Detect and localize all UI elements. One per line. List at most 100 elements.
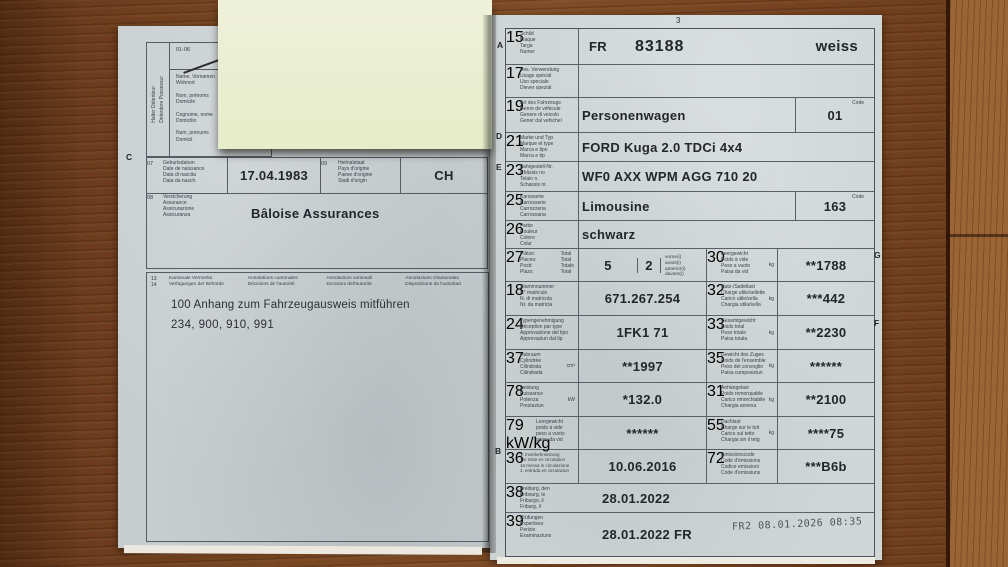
margin-letter-g: G (874, 250, 881, 260)
power-trailer-row: 78 Leistung Puissance Potenza Prestaziun k… (506, 383, 874, 417)
field-no-13-14: 13 14 (151, 276, 157, 288)
firstreg-value: 10.06.2016 (579, 450, 707, 483)
emission-value: ***B6b (805, 459, 847, 474)
colour-row: 26 Farbe Couleur Colore Colur schwarz (506, 221, 874, 249)
field-no-79: 79 kW/kg (506, 417, 551, 452)
field-no-39: 39 (506, 513, 524, 530)
field-no-21: 21 (506, 133, 524, 150)
powerweight-labels: Leergewicht poids à vide peso a vuoto pa… (536, 419, 565, 443)
body-labels: Karosserie Carrosserie Carrozzeria Carro… (520, 194, 546, 218)
insurance-row: 08 Versicherung Assurance Assicurazione … (146, 192, 488, 269)
field-no-15: 15 (506, 29, 524, 46)
displacement-trainweight-row: 37 Hubraum Cylindrée Cilindrata Cilindrad… (506, 350, 874, 383)
kg-unit: kg (768, 363, 774, 370)
plate-labels: Schild Plaque Targa Numer (520, 31, 536, 55)
vehicle-type-row: 19 Art des Fahrzeugs Genre de véhicule Ge… (506, 98, 874, 133)
issue-labels: Freiburg, den Fribourg, le Friburgo, il … (520, 486, 550, 510)
approval-totalweight-row: 24 Typengenehmigung Réception par type Ap… (506, 316, 874, 350)
displacement-labels: Hubraum Cylindrée Cilindrata Cilindrada (520, 352, 543, 376)
kg-unit: kg (768, 295, 774, 302)
approval-value: 1FK1 71 (579, 316, 707, 349)
trainweight-value: ****** (809, 358, 843, 374)
roofload-labels: Dachlast Charge sur le toit Carico sul t… (721, 419, 760, 443)
chassis-labels: Fahrgestell-Nr. Châssis no Telaio n. Sch… (520, 164, 553, 188)
field-no-36: 36 (506, 450, 524, 467)
field-no-09: 09 (321, 161, 328, 167)
remarks-line-1: 100 Anhang zum Fahrzeugausweis mitführen (171, 299, 410, 311)
kg-unit: kg (768, 262, 774, 269)
field-no-31: 31 (707, 383, 725, 400)
seats-total-labels: Total Total Totale Total (560, 251, 574, 275)
holder-vertical-strip: Halter Détenteur Detentore Possessur (147, 43, 170, 156)
seats-front-value: 2 (638, 257, 661, 273)
matricule-labels: Stammnummer N° matricule N. di matricola… (520, 284, 555, 308)
special-use-labels: Bes. Verwendung Usage spécial Uso specia… (520, 67, 560, 91)
chassis-value: WF0 AXX WPM AGG 710 20 (582, 169, 758, 184)
sticky-note (218, 0, 492, 149)
special-use-value (579, 65, 874, 97)
center-fold-shadow (482, 15, 496, 553)
seats-front-labels: vorne(i) avant(i) anterior(i) davant(i) (665, 255, 686, 278)
seats-weight-row: 27 Plätze: Places: Posti: Plazs: Total T… (506, 249, 874, 282)
inspections-labels: Prüfungen Expertises Perizie Examinaziun… (520, 515, 552, 539)
vehicle-type-code-cell: Code 01 (795, 98, 874, 132)
remarks-header-it: Annotazioni cantonali Decisioni dell'aut… (326, 276, 373, 287)
totalweight-labels: Gesamtgewicht Poids total Peso totale Pa… (721, 318, 756, 342)
birthdate-value: 17.04.1983 (228, 158, 321, 193)
body-code-cell: Code 163 (795, 192, 874, 220)
field-no-38: 38 (506, 484, 524, 501)
field-no-23: 23 (506, 162, 524, 179)
margin-letter-a: A (497, 40, 504, 50)
trainweight-labels: Gewicht des Zuges Poids de l'ensemble Pe… (721, 352, 766, 376)
birthdate-origin-row: 07 Geburtsdatum Date de naissance Data d… (146, 157, 488, 194)
matricule-value: 671.267.254 (579, 282, 707, 315)
code-label: Code (852, 100, 864, 106)
field-no-25: 25 (506, 192, 524, 209)
vehicle-type-code: 01 (827, 107, 843, 123)
payload-value: ***442 (806, 291, 846, 306)
page-number: 3 (676, 16, 681, 25)
vehicle-type-value: Personenwagen (582, 107, 686, 123)
empty-weight-value: **1788 (805, 257, 847, 273)
holder-name-labels: Name, Vornamen Wohnort Nom, prénoms Domi… (176, 74, 215, 143)
field-no-30: 30 (707, 249, 725, 266)
body-row: 25 Karosserie Carrosserie Carrozzeria Car… (506, 192, 874, 221)
plate-number: 83188 (634, 37, 685, 55)
right-underpages-edge (497, 557, 875, 564)
payload-labels: Nutz-/Sattellast Charge utile/sellette C… (721, 284, 766, 308)
trailer-labels: Anhängelast Poids remorquable Carico rim… (721, 385, 766, 409)
powerweight-value: ****** (579, 417, 707, 449)
field-no-27: 27 (506, 249, 524, 266)
roofload-value: ****75 (807, 425, 845, 441)
colour-value: schwarz (582, 227, 636, 242)
cantonal-remarks-section: 13 14 Kantonale Vermerke Verfügungen der… (146, 272, 489, 542)
chassis-row: 23 Fahrgestell-Nr. Châssis no Telaio n. S… (506, 162, 874, 192)
special-use-row: 17 Bes. Verwendung Usage spécial Uso spec… (506, 65, 874, 98)
plate-country: FR (589, 39, 607, 54)
kg-unit: kg (768, 396, 774, 403)
field-no-08: 08 (147, 195, 154, 201)
seats-labels: Plätze: Places: Posti: Plazs: (520, 251, 537, 275)
origin-value: CH (434, 168, 454, 183)
trailer-value: **2100 (805, 392, 847, 407)
vehicle-data-table: 15 Schild Plaque Targa Numer FR 83188 wei… (505, 28, 875, 557)
remarks-header-de: Kantonale Vermerke Verfügungen der Behör… (169, 276, 224, 287)
wood-plank-seam (946, 234, 1008, 237)
colour-labels: Farbe Couleur Colore Colur (520, 223, 538, 247)
body-value: Limousine (582, 198, 650, 214)
margin-letter-b: B (495, 446, 502, 456)
cm3-unit: cm³ (566, 363, 575, 370)
make-type-labels: Marke und Typ Marque et type Marca e tip… (520, 135, 554, 159)
field-no-72: 72 (707, 450, 725, 467)
insurance-value: Bâloise Assurances (251, 206, 380, 221)
firstreg-labels: 1. Inverkehrsetzung 1re mise en circulat… (520, 452, 570, 474)
remarks-header-fr: Annotations cantonales Décisions de l'au… (247, 276, 298, 287)
approval-labels: Typengenehmigung Réception par type Appr… (520, 318, 569, 342)
field-no-07: 07 (147, 161, 154, 167)
remarks-line-2: 234, 900, 910, 991 (171, 319, 275, 331)
field-no-37: 37 (506, 350, 524, 367)
remarks-header: 13 14 Kantonale Vermerke Verfügungen der… (147, 273, 488, 288)
make-type-row: 21 Marke und Typ Marque et type Marca e t… (506, 133, 874, 162)
margin-letter-f: F (874, 318, 880, 328)
